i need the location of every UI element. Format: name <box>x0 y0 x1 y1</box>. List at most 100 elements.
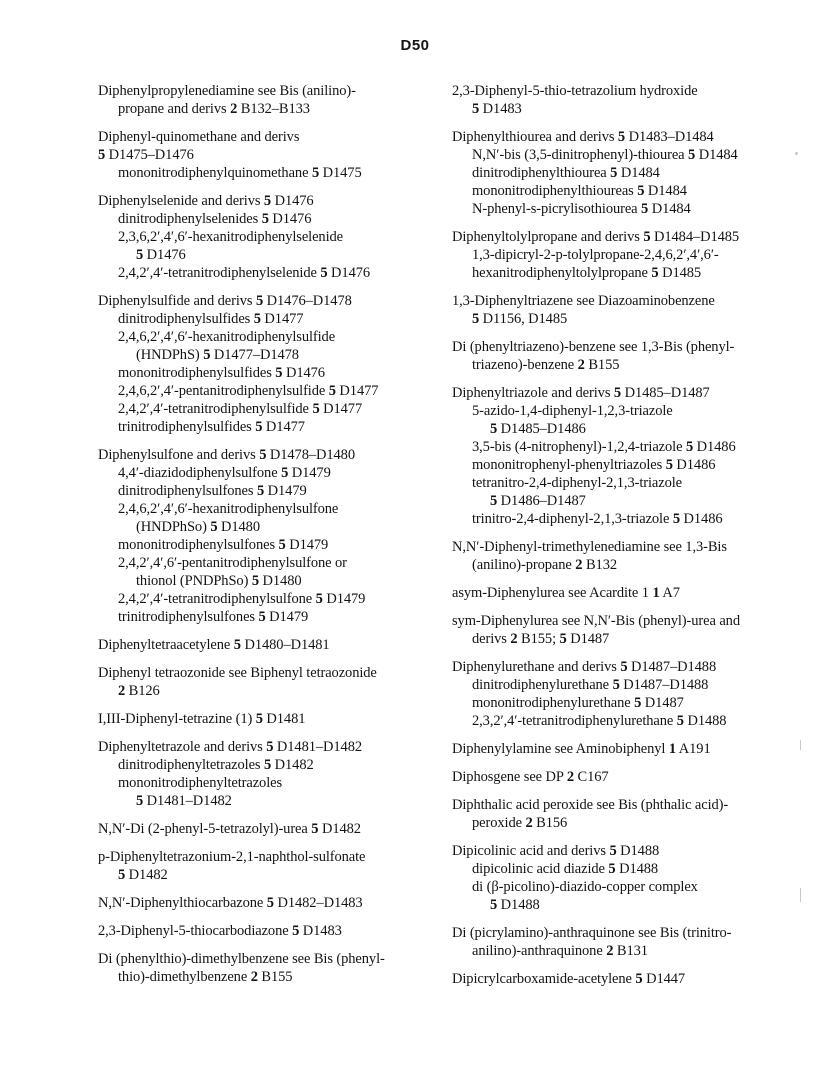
index-entry-line: mononitrodiphenylsulfides 5 D1476 <box>118 365 325 381</box>
index-entry: Diphenylsulfone and derivs 5 D1478–D1480… <box>98 446 450 626</box>
index-entry-line: N,N′-bis (3,5-dinitrophenyl)-thiourea 5 … <box>472 147 738 163</box>
index-entry-line: 3,5-bis (4-nitrophenyl)-1,2,4-triazole 5… <box>472 439 736 455</box>
index-entry: N,N′-Di (2-phenyl-5-tetrazolyl)-urea 5 D… <box>98 820 450 838</box>
index-entry-line: mononitrodiphenylsulfones 5 D1479 <box>118 537 329 553</box>
index-entry-line: Diphenyl tetraozonide see Biphenyl tetra… <box>98 665 377 681</box>
index-entry-line: 2,4,6,2′,4′-pentanitrodiphenylsulfide 5 … <box>118 383 379 399</box>
index-entry: Di (phenylthio)-dimethylbenzene see Bis … <box>98 950 450 986</box>
index-entry-line: 5 D1483 <box>472 101 522 117</box>
index-entry-line: N,N′-Diphenylthiocarbazone 5 D1482–D1483 <box>98 895 363 911</box>
index-entry: Di (phenyltriazeno)-benzene see 1,3-Bis … <box>452 338 826 374</box>
index-entry-line: 1,3-dipicryl-2-p-tolylpropane-2,4,6,2′,4… <box>472 247 719 263</box>
index-entry-line: Di (phenylthio)-dimethylbenzene see Bis … <box>98 951 385 967</box>
index-entry: 1,3-Diphenyltriazene see Diazoaminobenze… <box>452 292 826 328</box>
index-entry-line: 5 D1486–D1487 <box>490 493 586 509</box>
index-entry-line: Diphthalic acid peroxide see Bis (phthal… <box>452 797 729 813</box>
scan-speck <box>795 152 798 155</box>
index-entry-line: 2 B126 <box>118 683 160 699</box>
index-entry: N,N′-Diphenylthiocarbazone 5 D1482–D1483 <box>98 894 450 912</box>
scan-speck <box>800 740 801 750</box>
index-entry-line: 2,4,6,2′,4′,6′-hexanitrodiphenylsulfide <box>118 329 336 345</box>
index-entry-line: 2,4,2′,4′,6′-pentanitrodiphenylsulfone o… <box>118 555 347 571</box>
index-entry-line: trinitrodiphenylsulfides 5 D1477 <box>118 419 305 435</box>
index-entry-line: 5 D1156, D1485 <box>472 311 568 327</box>
index-entry-line: 2,3,2′,4′-tetranitrodiphenylurethane 5 D… <box>472 713 727 729</box>
index-entry-line: N,N′-Diphenyl-trimethylenediamine see 1,… <box>452 539 727 555</box>
index-entry-line: Diphenyltriazole and derivs 5 D1485–D148… <box>452 385 710 401</box>
index-entry: Dipicrylcarboxamide-acetylene 5 D1447 <box>452 970 826 988</box>
index-entry: Diphenyltetrazole and derivs 5 D1481–D14… <box>98 738 450 810</box>
index-entry: Diphenyltetraacetylene 5 D1480–D1481 <box>98 636 450 654</box>
index-entry-line: hexanitrodiphenyltolylpropane 5 D1485 <box>472 265 702 281</box>
index-entry-line: Di (phenyltriazeno)-benzene see 1,3-Bis … <box>452 339 735 355</box>
index-entry-line: Diphenylthiourea and derivs 5 D1483–D148… <box>452 129 714 145</box>
index-entry-line: 2,4,6,2′,4′,6′-hexanitrodiphenylsulfone <box>118 501 339 517</box>
index-entry-line: dinitrodiphenylurethane 5 D1487–D1488 <box>472 677 709 693</box>
index-entry-line: 2,4,2′,4′-tetranitrodiphenylselenide 5 D… <box>118 265 371 281</box>
index-entry-line: dinitrodiphenylsulfides 5 D1477 <box>118 311 304 327</box>
index-entry-line: dipicolinic acid diazide 5 D1488 <box>472 861 659 877</box>
index-entry: Diphenylselenide and derivs 5 D1476 dinit… <box>98 192 450 282</box>
index-entry: Diphenylylamine see Aminobiphenyl 1 A191 <box>452 740 826 758</box>
index-entry-line: Diphenylsulfide and derivs 5 D1476–D1478 <box>98 293 352 309</box>
index-entry-line: triazeno)-benzene 2 B155 <box>472 357 620 373</box>
index-entry-line: sym-Diphenylurea see N,N′-Bis (phenyl)-u… <box>452 613 740 629</box>
index-column-left: Diphenylpropylenediamine see Bis (anilin… <box>98 82 450 996</box>
index-entry-line: 4,4′-diazidodiphenylsulfone 5 D1479 <box>118 465 331 481</box>
index-entry-line: peroxide 2 B156 <box>472 815 568 831</box>
index-entry: Diphenyl-quinomethane and derivs 5 D1475–… <box>98 128 450 182</box>
index-entry: N,N′-Diphenyl-trimethylenediamine see 1,… <box>452 538 826 574</box>
index-entry: Dipicolinic acid and derivs 5 D1488 dipic… <box>452 842 826 914</box>
index-entry-line: 5 D1481–D1482 <box>136 793 232 809</box>
index-entry-line: 5 D1485–D1486 <box>490 421 586 437</box>
index-entry-line: 1,3-Diphenyltriazene see Diazoaminobenze… <box>452 293 715 309</box>
index-column-right: 2,3-Diphenyl-5-thio-tetrazolium hydroxid… <box>452 82 826 998</box>
index-entry-line: N-phenyl-s-picrylisothiourea 5 D1484 <box>472 201 691 217</box>
index-entry-line: di (β-picolino)-diazido-copper complex <box>472 879 698 895</box>
index-entry-line: thionol (PNDPhSo) 5 D1480 <box>136 573 302 589</box>
index-entry: Diphenyltolylpropane and derivs 5 D1484–… <box>452 228 826 282</box>
index-entry-line: asym-Diphenylurea see Acardite 1 1 A7 <box>452 585 680 601</box>
index-entry-line: N,N′-Di (2-phenyl-5-tetrazolyl)-urea 5 D… <box>98 821 361 837</box>
index-entry-line: dinitrodiphenyltetrazoles 5 D1482 <box>118 757 314 773</box>
index-entry: Diphosgene see DP 2 C167 <box>452 768 826 786</box>
index-entry-line: Di (picrylamino)-anthraquinone see Bis (… <box>452 925 732 941</box>
index-entry: Diphenyl tetraozonide see Biphenyl tetra… <box>98 664 450 700</box>
index-entry-line: I,III-Diphenyl-tetrazine (1) 5 D1481 <box>98 711 306 727</box>
index-entry-line: mononitrophenyl-phenyltriazoles 5 D1486 <box>472 457 716 473</box>
index-entry: Diphenyltriazole and derivs 5 D1485–D148… <box>452 384 826 528</box>
index-entry-line: derivs 2 B155; 5 D1487 <box>472 631 610 647</box>
index-entry-line: dinitrodiphenylthiourea 5 D1484 <box>472 165 660 181</box>
index-entry-line: 5 D1488 <box>490 897 540 913</box>
index-entry-line: 2,4,2′,4′-tetranitrodiphenylsulfide 5 D1… <box>118 401 363 417</box>
index-entry-line: (HNDPhS) 5 D1477–D1478 <box>136 347 299 363</box>
index-entry: Diphthalic acid peroxide see Bis (phthal… <box>452 796 826 832</box>
index-entry-line: 5-azido-1,4-diphenyl-1,2,3-triazole <box>472 403 673 419</box>
index-entry-line: Diphenylsulfone and derivs 5 D1478–D1480 <box>98 447 355 463</box>
index-entry-line: tetranitro-2,4-diphenyl-2,1,3-triazole <box>472 475 682 491</box>
index-entry-line: anilino)-anthraquinone 2 B131 <box>472 943 648 959</box>
page-number: D50 <box>400 37 430 54</box>
index-entry-line: Diphenylselenide and derivs 5 D1476 <box>98 193 314 209</box>
index-entry: 2,3-Diphenyl-5-thiocarbodiazone 5 D1483 <box>98 922 450 940</box>
index-entry-line: Diphenyltetraacetylene 5 D1480–D1481 <box>98 637 330 653</box>
index-entry-line: (anilino)-propane 2 B132 <box>472 557 617 573</box>
scan-speck <box>800 888 801 902</box>
index-entry-line: dinitrodiphenylsulfones 5 D1479 <box>118 483 307 499</box>
index-entry-line: Diphenylpropylenediamine see Bis (anilin… <box>98 83 356 99</box>
index-entry-line: 2,3-Diphenyl-5-thiocarbodiazone 5 D1483 <box>98 923 342 939</box>
index-entry-line: trinitro-2,4-diphenyl-2,1,3-triazole 5 D… <box>472 511 723 527</box>
index-entry-line: mononitrodiphenylthioureas 5 D1484 <box>472 183 687 199</box>
index-entry: asym-Diphenylurea see Acardite 1 1 A7 <box>452 584 826 602</box>
index-entry-line: Diphenylurethane and derivs 5 D1487–D148… <box>452 659 717 675</box>
index-entry-line: dinitrodiphenylselenides 5 D1476 <box>118 211 312 227</box>
index-entry-line: trinitrodiphenylsulfones 5 D1479 <box>118 609 309 625</box>
index-entry: Diphenylpropylenediamine see Bis (anilin… <box>98 82 450 118</box>
index-entry-line: thio)-dimethylbenzene 2 B155 <box>118 969 293 985</box>
index-entry-line: 5 D1476 <box>136 247 186 263</box>
index-entry-line: 2,3,6,2′,4′,6′-hexanitrodiphenylselenide <box>118 229 343 245</box>
index-entry-line: p-Diphenyltetrazonium-2,1-naphthol-sulfo… <box>98 849 366 865</box>
index-entry-line: Dipicrylcarboxamide-acetylene 5 D1447 <box>452 971 686 987</box>
index-entry-line: Diphenyltetrazole and derivs 5 D1481–D14… <box>98 739 362 755</box>
